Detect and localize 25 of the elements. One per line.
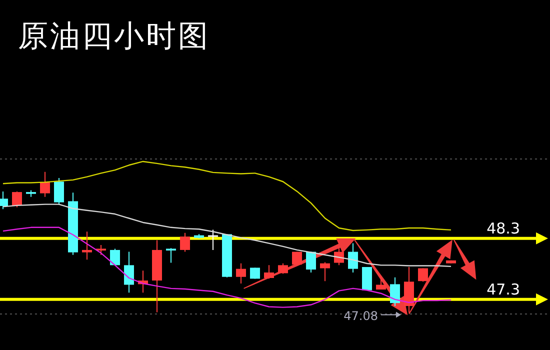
candlestick <box>320 262 330 282</box>
candlestick <box>96 244 106 256</box>
candlestick <box>418 268 428 282</box>
candlestick <box>12 190 22 208</box>
candlestick <box>376 276 386 290</box>
candlestick <box>40 171 50 198</box>
candlestick <box>306 251 316 274</box>
candlestick <box>390 276 400 307</box>
candlestick <box>292 251 302 266</box>
candlestick <box>82 231 92 260</box>
candlestick <box>278 262 288 274</box>
chart-title: 原油四小时图 <box>18 19 210 54</box>
annotation: 47.08 <box>344 308 378 323</box>
candlestick <box>348 242 358 274</box>
candlestick <box>264 264 274 280</box>
candlestick <box>208 229 218 250</box>
candlestick <box>362 267 372 290</box>
text: 47.3 <box>486 280 520 298</box>
candlestick <box>180 232 190 252</box>
candlestick <box>166 248 176 264</box>
candlestick <box>110 248 120 266</box>
candlestick <box>54 177 64 206</box>
candlestick <box>236 262 246 284</box>
candlestick <box>124 251 134 294</box>
text: 48.3 <box>486 219 520 238</box>
